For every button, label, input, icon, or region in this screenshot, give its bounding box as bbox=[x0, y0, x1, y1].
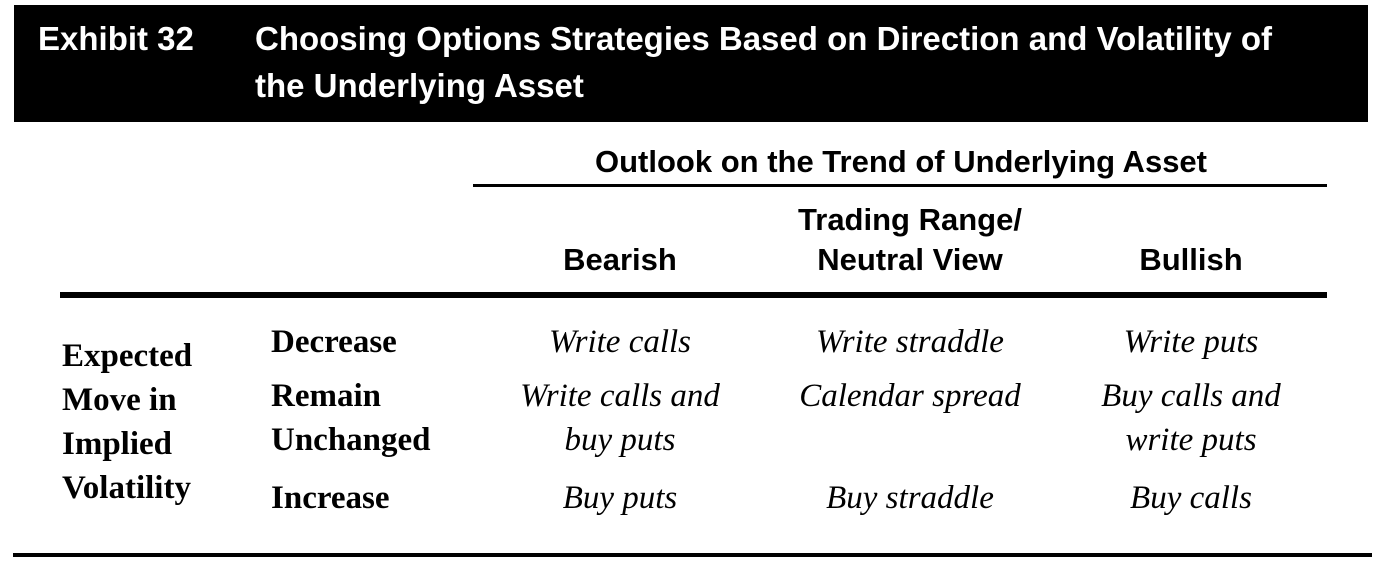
column-headers-row: Bearish Trading Range/ Neutral View Bull… bbox=[475, 192, 1327, 280]
row-label-remain-unchanged: Remain Unchanged bbox=[271, 378, 431, 458]
column-header-bullish: Bullish bbox=[1139, 242, 1243, 277]
table-top-rule bbox=[60, 292, 1327, 298]
exhibit-title: Choosing Options Strategies Based on Dir… bbox=[255, 20, 1272, 104]
column-group-header: Outlook on the Trend of Underlying Asset bbox=[595, 144, 1207, 179]
cell-increase-bullish: Buy calls bbox=[1130, 480, 1252, 516]
row-label-increase: Increase bbox=[271, 480, 390, 516]
exhibit-number: Exhibit 32 bbox=[38, 20, 194, 57]
cell-increase-neutral: Buy straddle bbox=[826, 480, 994, 516]
cell-decrease-neutral: Write straddle bbox=[816, 324, 1004, 360]
column-header-bearish: Bearish bbox=[563, 242, 677, 277]
row-label-decrease: Decrease bbox=[271, 324, 397, 360]
table-body: Expected Move in Implied Volatility Decr… bbox=[60, 298, 1327, 520]
exhibit-header-bar: Exhibit 32 Choosing Options Strategies B… bbox=[14, 5, 1368, 122]
cell-unchanged-bullish: Buy calls and write puts bbox=[1101, 378, 1281, 458]
column-group-underline bbox=[473, 184, 1327, 187]
row-group-header: Expected Move in Implied Volatility bbox=[62, 338, 193, 506]
cell-increase-bearish: Buy puts bbox=[562, 480, 678, 516]
cell-decrease-bullish: Write puts bbox=[1123, 324, 1259, 360]
cell-unchanged-bearish: Write calls and buy puts bbox=[520, 378, 720, 458]
table-bottom-rule bbox=[13, 553, 1372, 557]
cell-unchanged-neutral: Calendar spread bbox=[799, 378, 1021, 414]
column-header-trading-range-neutral: Trading Range/ Neutral View bbox=[798, 202, 1022, 277]
cell-decrease-bearish: Write calls bbox=[548, 324, 692, 360]
